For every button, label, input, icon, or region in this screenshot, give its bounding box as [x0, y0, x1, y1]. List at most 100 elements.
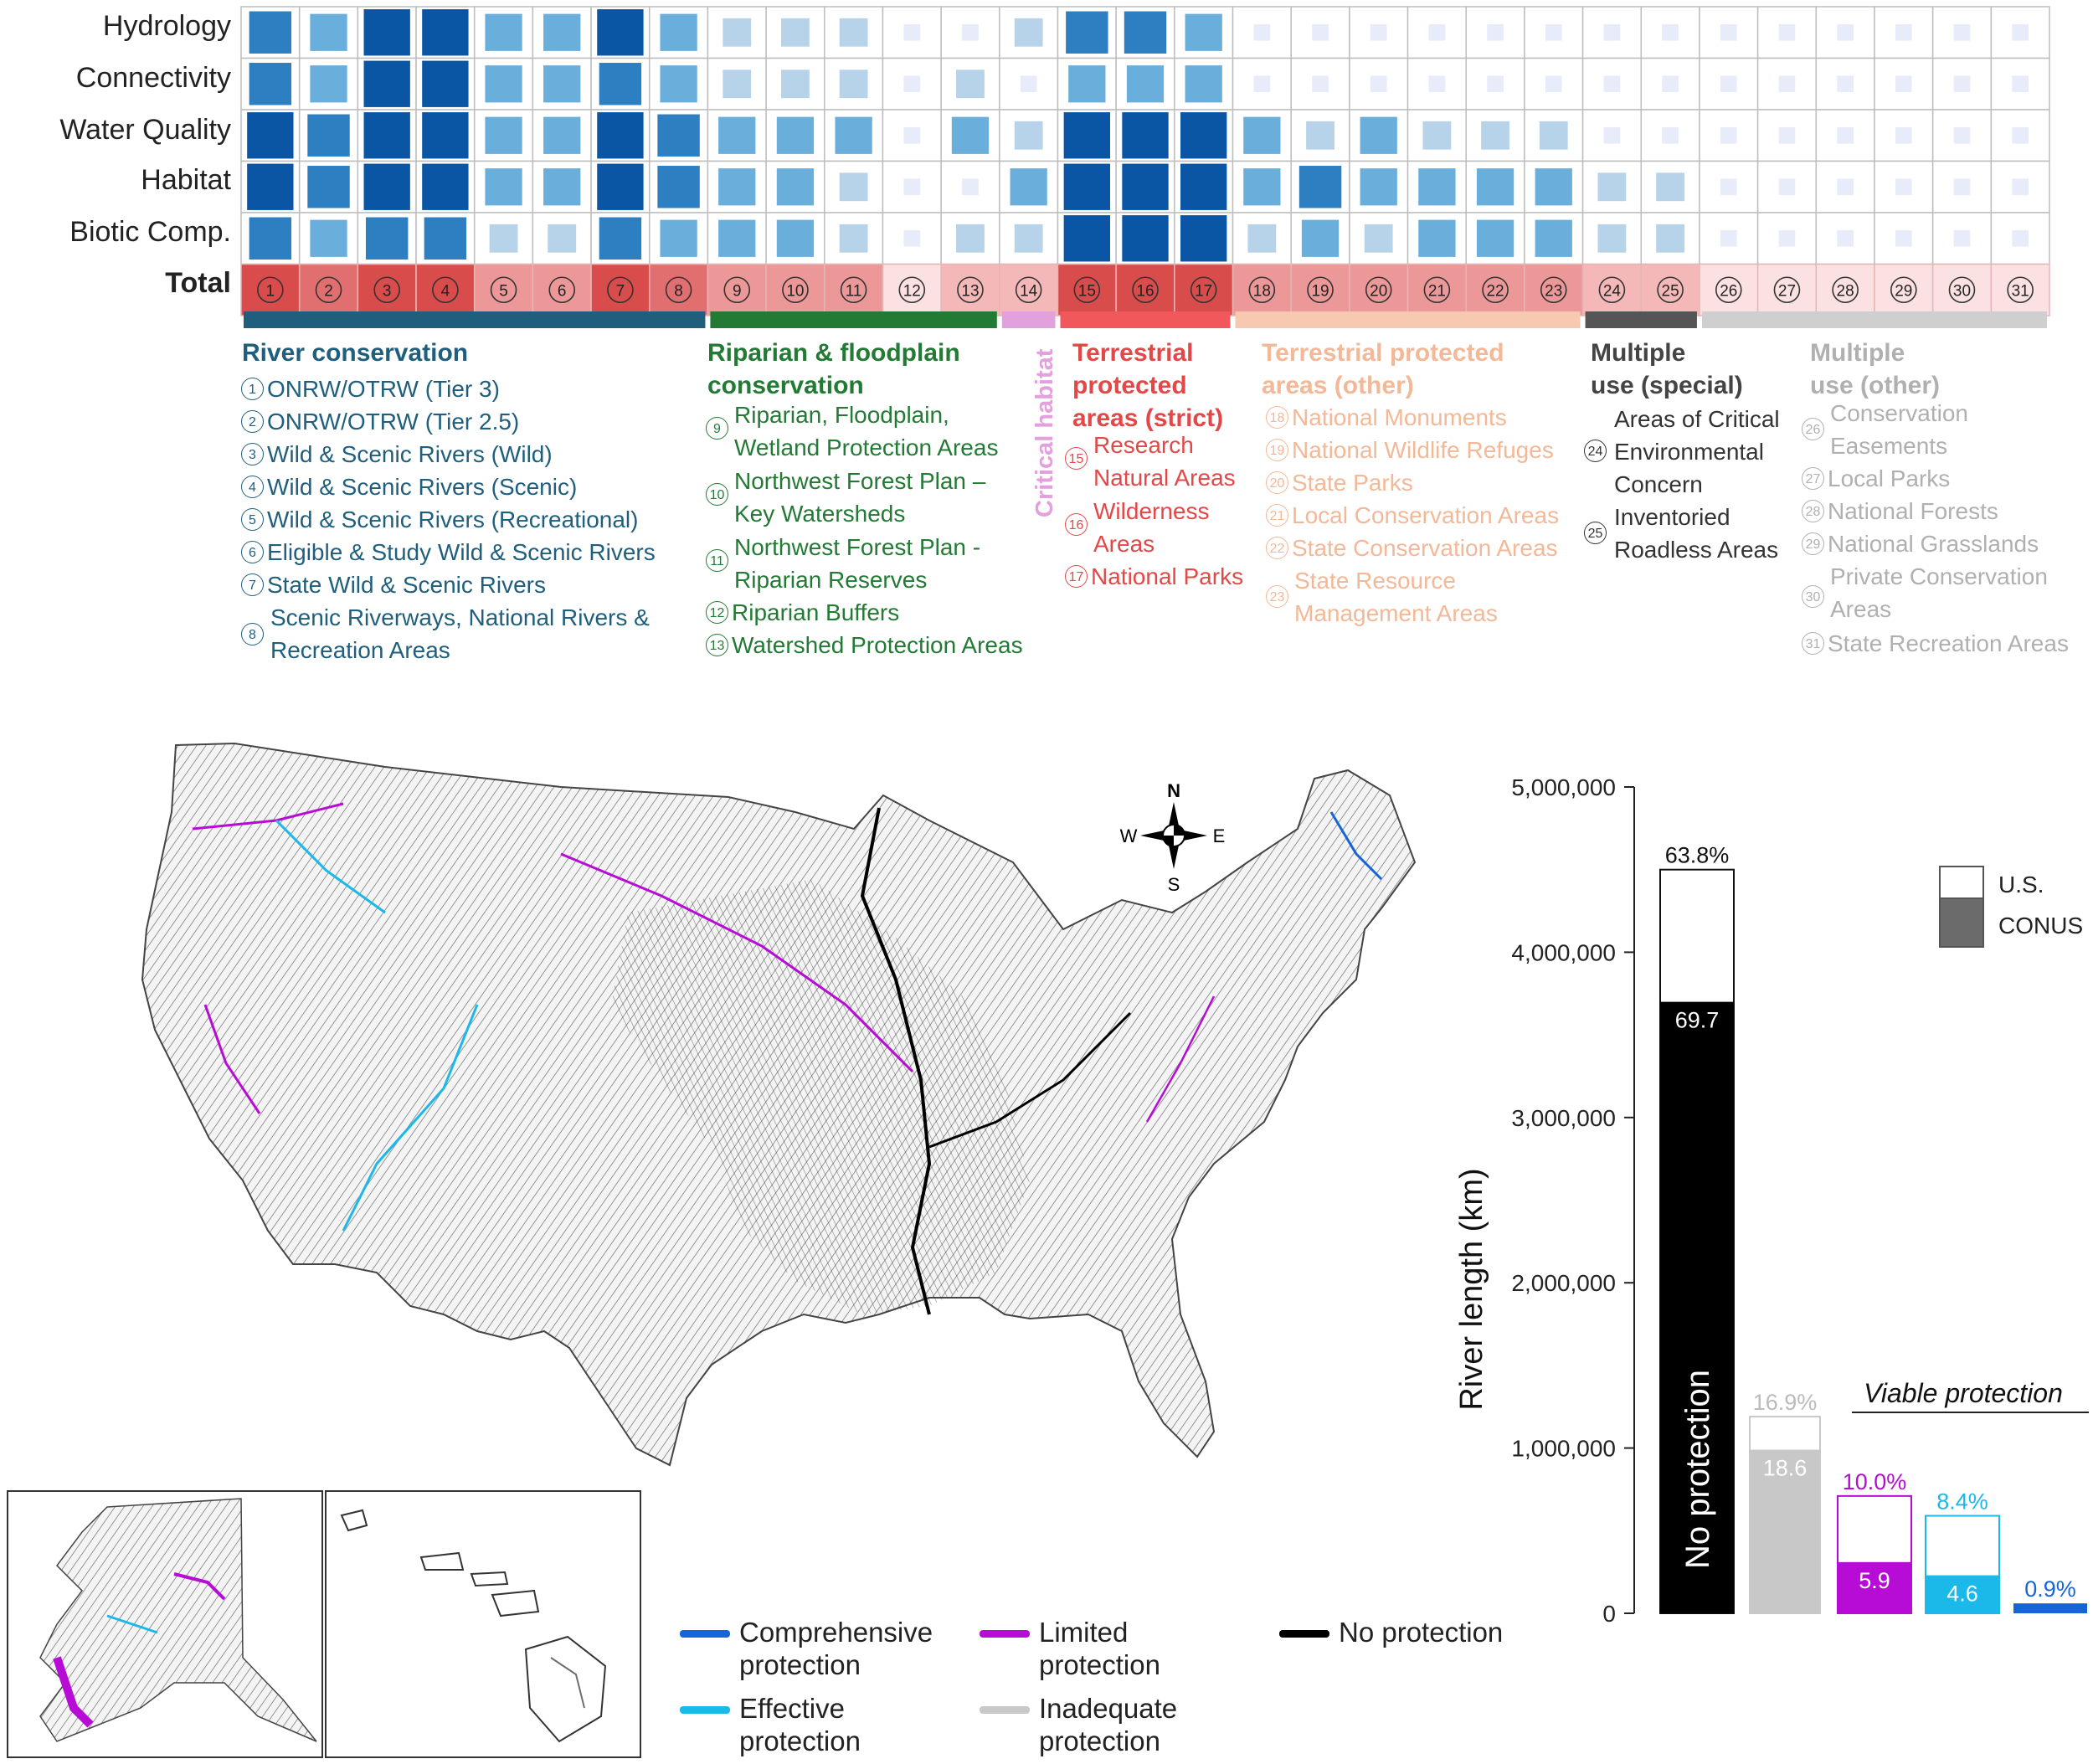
category-item-16-line2: Areas	[1093, 531, 1155, 557]
y-axis-label: River length (km)	[1454, 1168, 1489, 1410]
ohio-river	[928, 1011, 1132, 1149]
bar-us	[2013, 1603, 2087, 1613]
matrix-square	[1428, 23, 1446, 41]
legend-swatch-us	[1939, 866, 1984, 899]
matrix-square	[422, 112, 469, 159]
matrix-square	[485, 13, 522, 51]
total-number: 28	[1837, 282, 1854, 300]
row-label-connectivity: Connectivity	[75, 62, 231, 94]
score-matrix: 1 2 3 4 5 6 7 8 9 10 11 12 13 14 15 16 17 18 19 20 21 22 23 24 2…	[240, 6, 2050, 328]
total-number-circle	[1948, 276, 1976, 304]
total-number: 21	[1428, 282, 1446, 300]
total-number: 29	[1895, 282, 1912, 300]
legend-label-effective-2: protection	[739, 1725, 861, 1756]
y-tick-label: 4,000,000	[1511, 939, 1616, 965]
matrix-square	[1180, 163, 1227, 210]
matrix-square	[1418, 168, 1456, 206]
category-title-line2: protected	[1072, 372, 1187, 399]
matrix-square	[951, 116, 990, 154]
total-number: 16	[1136, 282, 1154, 300]
category-item-12: 12 Riparian Buffers	[706, 596, 899, 629]
total-number-circle	[490, 276, 517, 304]
category-item-10: 10	[706, 478, 732, 511]
total-number-circle	[1773, 276, 1801, 304]
category-item-9-line2: Wetland Protection Areas	[734, 435, 999, 460]
category-title-line2: use (special)	[1591, 372, 1743, 399]
total-number: 8	[674, 282, 683, 300]
matrix-square	[2012, 229, 2029, 247]
matrix-square	[1301, 219, 1340, 257]
matrix-square	[1063, 215, 1110, 262]
matrix-square	[1180, 215, 1227, 262]
matrix-square	[1124, 11, 1167, 54]
category-item-6: 6 Eligible & Study Wild & Scenic Rivers	[241, 536, 656, 568]
matrix-square	[485, 168, 522, 206]
category-item-26-line1: Conservation	[1830, 400, 1968, 426]
row-label-total: Total	[165, 267, 231, 299]
total-number-circle	[1890, 276, 1917, 304]
total-number: 2	[324, 282, 333, 300]
matrix-square	[422, 163, 469, 210]
matrix-square	[660, 65, 697, 103]
category-title-line2: areas (other)	[1262, 372, 1414, 399]
category-item-24-line3: Concern	[1614, 471, 1703, 497]
category-item-25-line1: Inventoried	[1614, 504, 1730, 530]
category-item-23-line2: Management Areas	[1294, 600, 1498, 626]
category-item-23-line1: State Resource	[1294, 568, 1456, 594]
matrix-square	[1953, 75, 1971, 93]
category-item-9: 9	[706, 412, 732, 445]
total-number-circle	[257, 276, 284, 304]
matrix-square	[1180, 112, 1227, 159]
category-item-22: 22 State Conservation Areas	[1266, 532, 1558, 564]
total-number-circle	[957, 276, 984, 304]
total-number-circle	[1540, 276, 1567, 304]
category-bar	[244, 311, 706, 328]
total-number-circle	[2007, 276, 2034, 304]
category-item-26: 26	[1802, 413, 1828, 445]
matrix-square	[1020, 75, 1037, 93]
matrix-square	[956, 224, 985, 253]
legend-label-comprehensive-1: Comprehensive	[739, 1617, 933, 1648]
category-item-10-line1: Northwest Forest Plan –	[734, 468, 986, 494]
matrix-cell	[1874, 160, 1934, 213]
matrix-square	[1535, 219, 1572, 257]
matrix-square	[718, 168, 756, 206]
matrix-square	[1662, 126, 1679, 144]
category-title-line1: Multiple	[1591, 339, 1686, 367]
matrix-square	[1360, 168, 1397, 206]
total-cell	[1290, 263, 1350, 316]
matrix-square	[657, 166, 700, 208]
matrix-square	[543, 168, 581, 206]
category-title-line2: conservation	[707, 372, 864, 399]
total-number-circle	[1073, 276, 1101, 304]
total-number-circle	[1190, 276, 1217, 304]
bar-us-label: 0.9%	[2024, 1576, 2076, 1602]
matrix-square	[2012, 23, 2029, 41]
category-item-21: 21 Local Conservation Areas	[1266, 499, 1559, 532]
total-number: 12	[903, 282, 921, 300]
matrix-square	[1476, 219, 1514, 257]
total-number: 7	[616, 282, 625, 300]
total-number-circle	[1307, 276, 1334, 304]
category-item-3: 3 Wild & Scenic Rivers (Wild)	[241, 438, 553, 471]
matrix-square	[1122, 112, 1169, 159]
matrix-square	[1122, 163, 1169, 210]
matrix-square	[422, 60, 469, 107]
total-cell	[1931, 263, 1993, 316]
category-title-line1: Riparian & floodplain	[707, 339, 960, 367]
matrix-square	[1014, 121, 1043, 150]
matrix-square	[1243, 168, 1281, 206]
matrix-square	[548, 224, 577, 253]
matrix-cell	[1640, 109, 1700, 162]
category-item-13: 13 Watershed Protection Areas	[706, 629, 1023, 661]
conus-dense-rivers	[611, 879, 1030, 1314]
matrix-square	[1597, 224, 1627, 253]
category-item-29: 29 National Grasslands	[1802, 527, 2039, 560]
bar-conus	[1838, 1561, 1911, 1613]
row-label-biotic-comp: Biotic Comp.	[69, 216, 231, 248]
total-number: 15	[1078, 282, 1096, 300]
matrix-square	[1428, 75, 1446, 93]
missouri-river	[560, 852, 914, 1073]
total-number-circle	[1482, 276, 1509, 304]
matrix-square	[310, 65, 347, 103]
